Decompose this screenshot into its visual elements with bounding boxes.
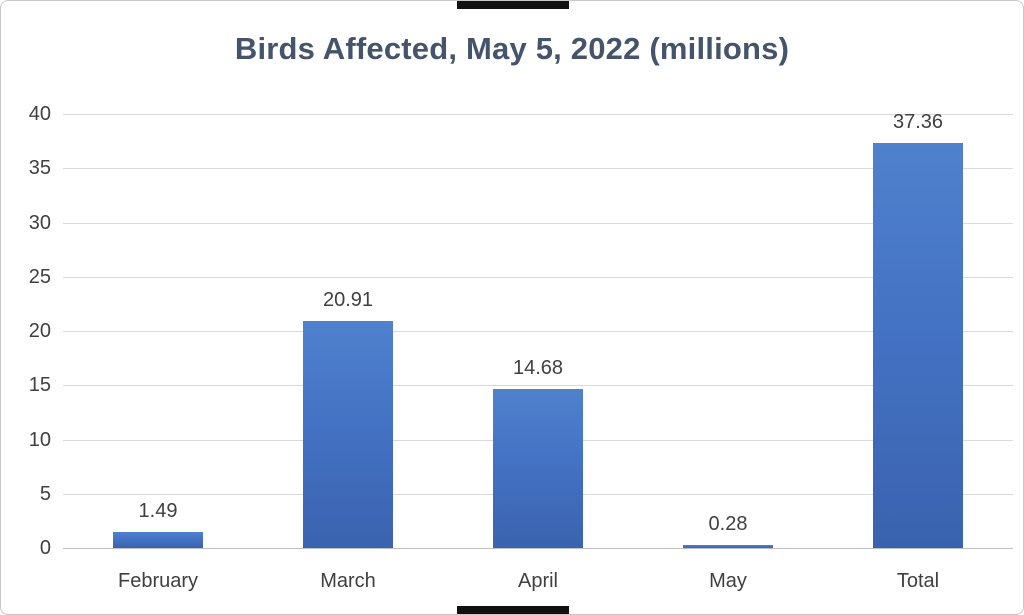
x-axis-label-february: February <box>117 570 199 592</box>
y-tick-label: 10 <box>28 428 51 451</box>
bar-may <box>683 545 773 548</box>
bar-march <box>303 321 393 548</box>
bar-april <box>493 389 583 548</box>
y-tick-label: 20 <box>28 320 51 342</box>
bottom-edge-bar <box>457 606 569 614</box>
y-tick-label: 25 <box>28 265 51 288</box>
top-edge-bar <box>457 1 569 9</box>
y-tick-label: 0 <box>39 537 51 559</box>
bar-february <box>113 532 203 548</box>
x-axis-label-march: March <box>320 570 376 592</box>
gridline <box>63 222 1013 224</box>
x-axis-label-total: Total <box>896 570 940 592</box>
gridline <box>63 331 1013 332</box>
data-label-total: 37.36 <box>892 111 944 133</box>
x-axis-line <box>63 548 1013 549</box>
y-tick-label: 15 <box>28 374 51 397</box>
gridline <box>63 114 1013 115</box>
y-tick-label: 35 <box>28 157 51 180</box>
data-label-february: 1.49 <box>138 500 178 522</box>
y-tick-label: 40 <box>28 103 51 125</box>
y-tick-label: 5 <box>39 482 51 505</box>
gridline <box>63 168 1013 170</box>
x-axis-label-april: April <box>517 570 558 592</box>
data-label-march: 20.91 <box>322 289 374 311</box>
gridline <box>63 385 1013 387</box>
data-label-may: 0.28 <box>708 513 748 535</box>
y-tick-label: 30 <box>28 211 51 234</box>
chart-title: Birds Affected, May 5, 2022 (millions) <box>234 31 790 66</box>
gridline <box>63 276 1013 278</box>
data-label-april: 14.68 <box>512 357 564 379</box>
x-axis-label-may: May <box>709 570 747 592</box>
bar-total <box>873 143 963 548</box>
